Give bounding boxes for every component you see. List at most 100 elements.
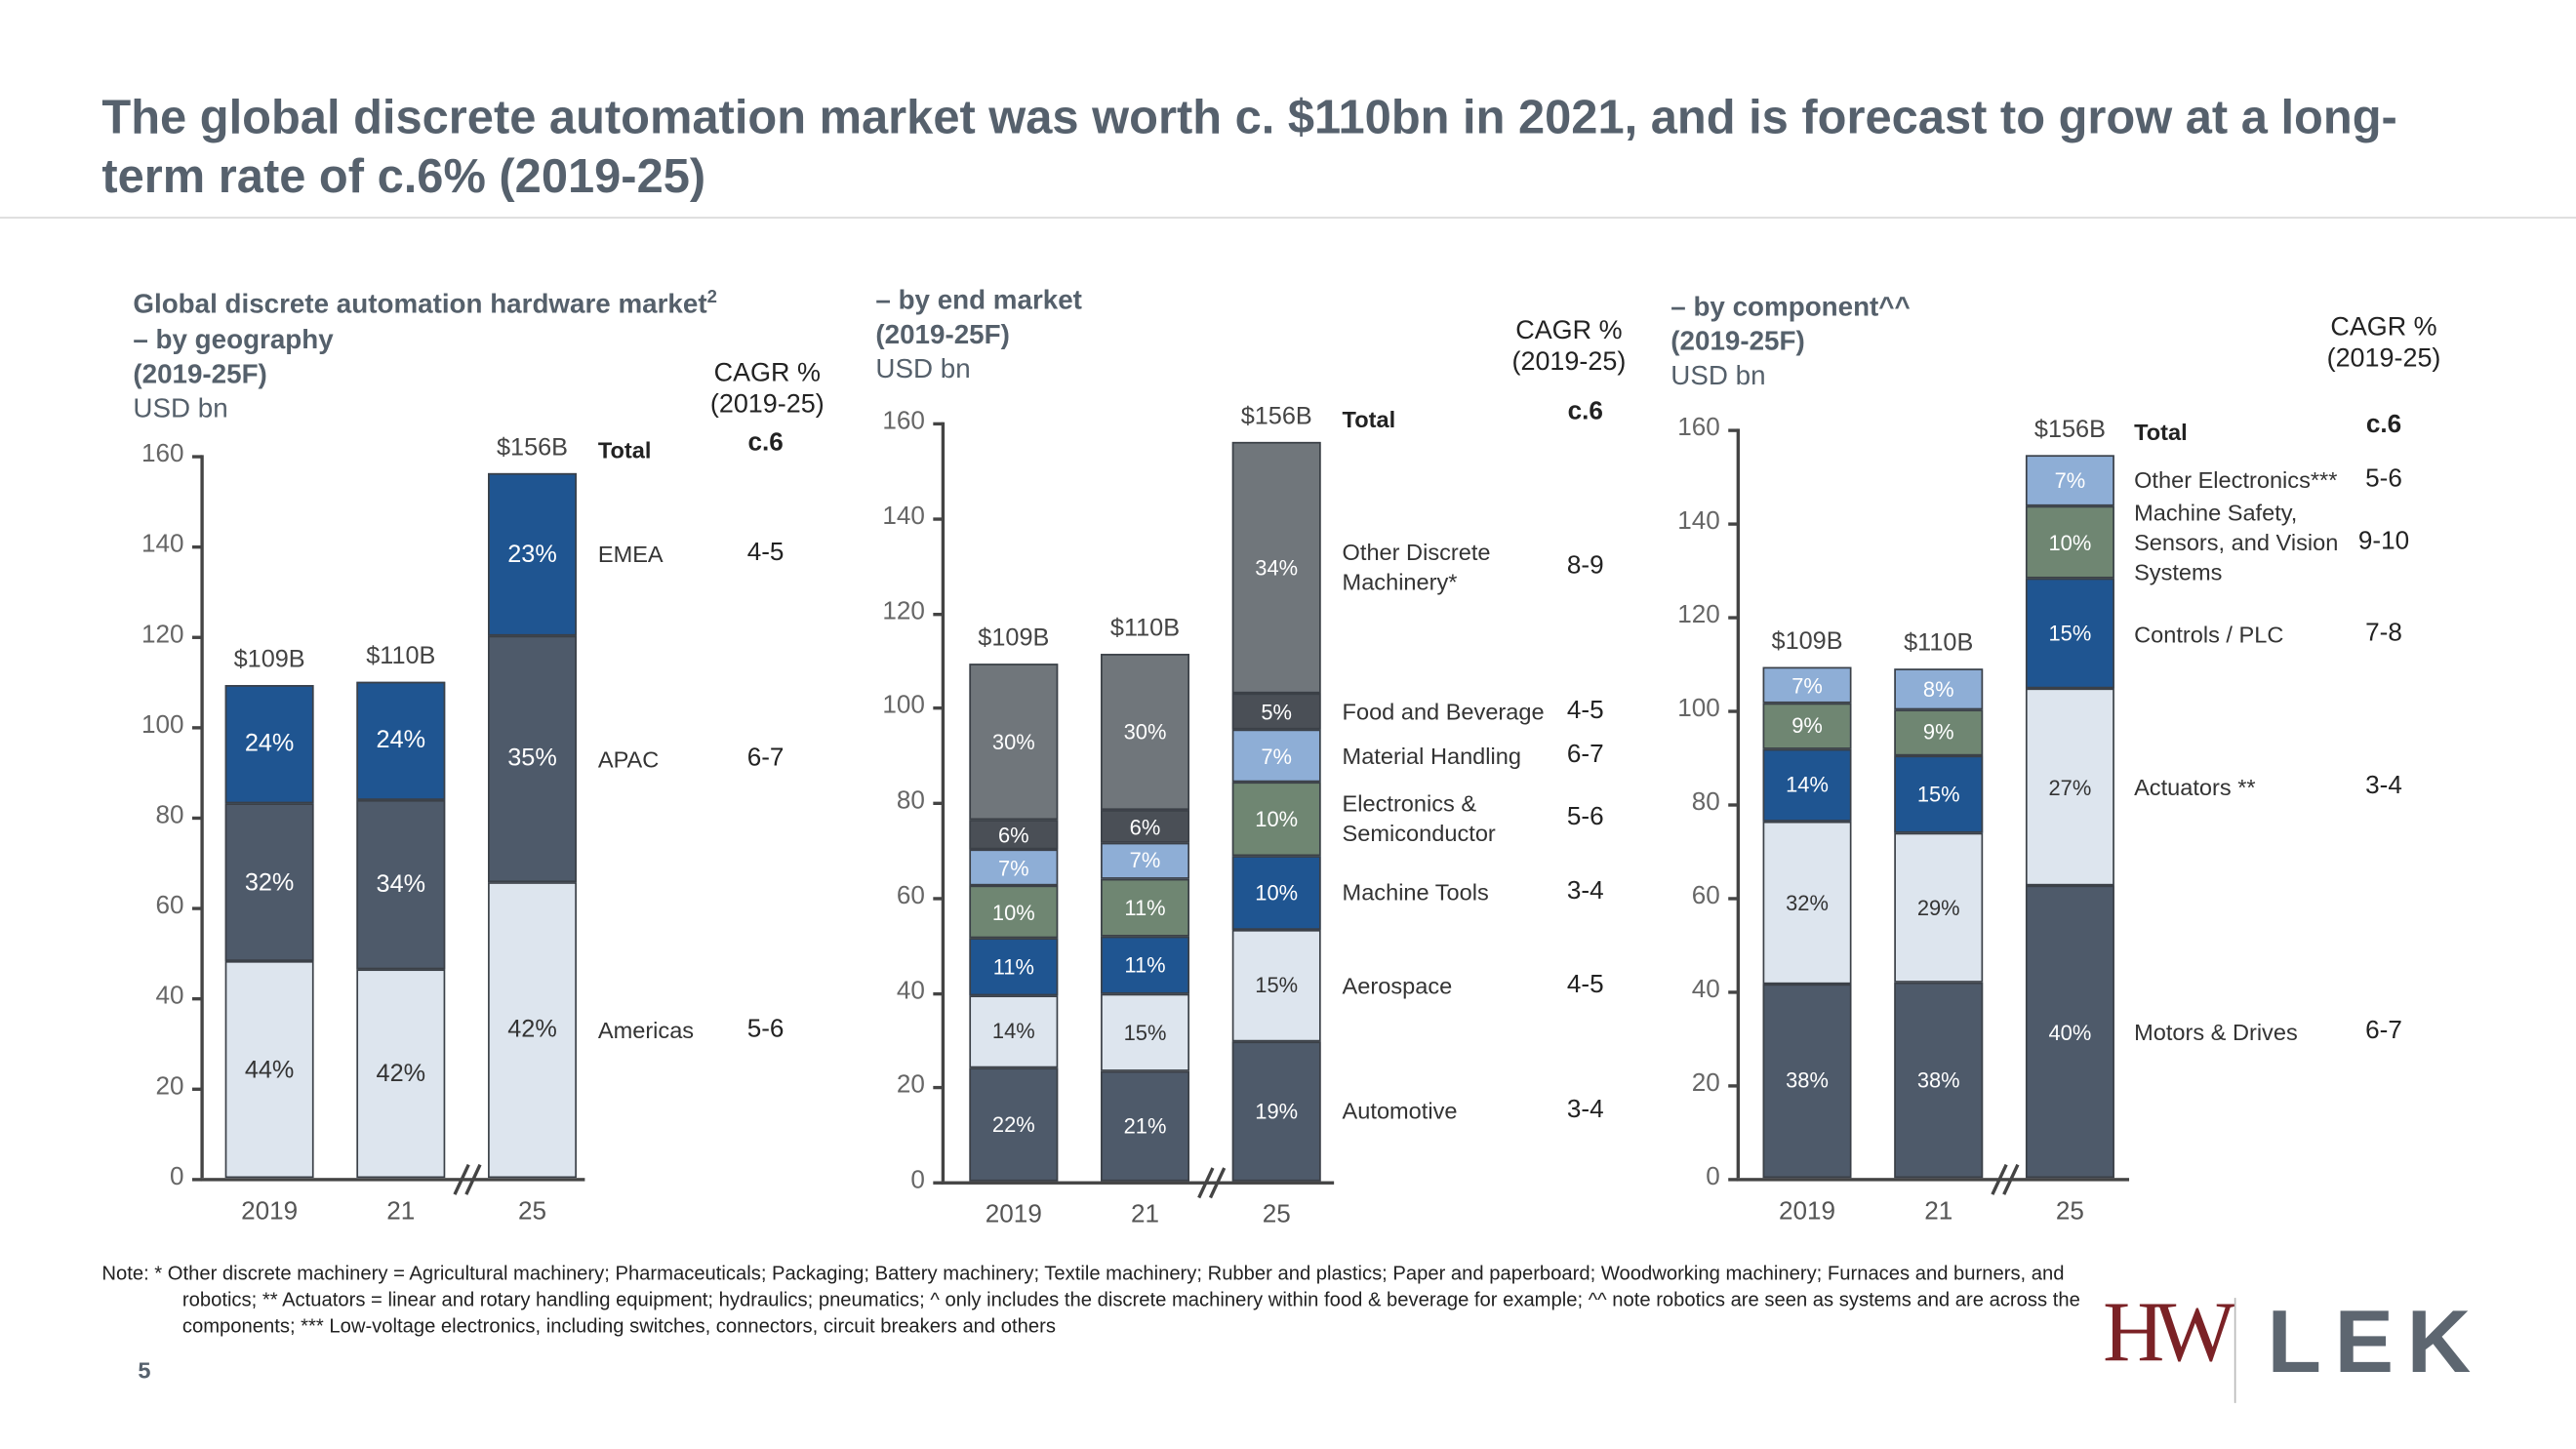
bar-segment: 8% xyxy=(1894,667,1984,709)
data-label: 34% xyxy=(1255,554,1299,581)
data-label: 9% xyxy=(1791,713,1823,739)
chart-header: Global discrete automation hardware mark… xyxy=(133,281,717,426)
cagr-value: 4-5 xyxy=(746,539,785,568)
y-tick-label: 120 xyxy=(141,621,184,650)
y-tick-mark xyxy=(933,801,944,805)
chart-period: (2019-25F) xyxy=(1670,327,1805,357)
data-label: 42% xyxy=(376,1059,426,1088)
y-tick-mark xyxy=(933,706,944,710)
y-tick-mark xyxy=(1728,1178,1739,1182)
bar-segment: 5% xyxy=(1231,693,1321,731)
bar-segment: 34% xyxy=(356,800,446,970)
y-axis xyxy=(1736,428,1741,1179)
y-tick-label: 80 xyxy=(896,786,925,816)
bar-segment: 30% xyxy=(1101,654,1189,811)
y-tick-mark xyxy=(933,1086,944,1090)
bar-segment: 29% xyxy=(1894,832,1984,983)
cagr-value: 4-5 xyxy=(1566,697,1604,725)
bar-segment: 42% xyxy=(488,881,577,1179)
total-label: $109B xyxy=(978,624,1050,653)
data-label: 15% xyxy=(1255,973,1299,998)
cagr-value: 8-9 xyxy=(1566,552,1604,581)
y-tick-label: 100 xyxy=(882,692,925,720)
data-label: 15% xyxy=(1916,782,1960,807)
y-tick-mark xyxy=(191,455,203,459)
legend-label: Americas xyxy=(597,1017,695,1044)
y-tick-mark xyxy=(1728,709,1739,713)
bar-segment: 10% xyxy=(1231,782,1321,857)
y-tick-label: 80 xyxy=(155,801,184,830)
data-label: 15% xyxy=(1123,1020,1167,1045)
data-label: 7% xyxy=(997,856,1029,881)
bar-segment: 24% xyxy=(224,685,314,804)
bar-segment: 32% xyxy=(1762,821,1852,985)
y-tick-label: 100 xyxy=(1677,695,1720,723)
legend-label: Other Electronics*** xyxy=(2134,466,2338,494)
data-label: 19% xyxy=(1255,1098,1299,1124)
data-label: 15% xyxy=(2048,621,2092,647)
y-tick-mark xyxy=(1728,522,1739,526)
data-label: 32% xyxy=(1786,890,1829,915)
bar-segment: 11% xyxy=(1101,936,1189,994)
total-name: Total xyxy=(2134,419,2188,446)
y-tick-mark xyxy=(933,612,944,616)
y-tick-label: 40 xyxy=(1691,976,1720,1004)
cagr-value: 3-4 xyxy=(1566,877,1604,906)
bar-segment: 34% xyxy=(1231,441,1321,694)
y-tick-mark xyxy=(191,906,203,910)
total-name: Total xyxy=(597,436,652,463)
chart-period: (2019-25F) xyxy=(133,358,267,389)
chart-title: Global discrete automation hardware mark… xyxy=(133,281,717,323)
x-tick-label: 2019 xyxy=(1778,1197,1836,1227)
total-label: $110B xyxy=(1109,615,1181,643)
x-axis xyxy=(941,1181,1335,1185)
data-label: 8% xyxy=(1922,676,1954,702)
chart-unit: USD bn xyxy=(133,393,228,423)
bar-segment: 7% xyxy=(969,850,1059,887)
y-tick-mark xyxy=(191,1178,203,1182)
cagr-header: CAGR % (2019-25) xyxy=(668,358,865,421)
cagr-header-line: CAGR % xyxy=(2330,313,2437,342)
total-label: $110B xyxy=(1904,628,1974,657)
bar-segment: 27% xyxy=(2025,688,2114,886)
data-label: 24% xyxy=(244,730,295,758)
bar-segment: 15% xyxy=(1231,929,1321,1041)
data-label: 29% xyxy=(1916,895,1960,920)
data-label: 14% xyxy=(991,1019,1035,1044)
legend-label: Electronics & Semiconductor xyxy=(1342,790,1496,847)
cagr-value: 5-6 xyxy=(1566,803,1604,832)
bar-segment: 6% xyxy=(1101,810,1189,842)
total-label: $109B xyxy=(1771,627,1843,657)
data-label: 7% xyxy=(2054,467,2086,494)
y-tick-label: 160 xyxy=(1677,414,1720,442)
logo-separator xyxy=(2234,1298,2236,1403)
y-tick-label: 20 xyxy=(155,1072,184,1102)
cagr-value: 3-4 xyxy=(1566,1096,1604,1125)
bar-segment: 15% xyxy=(1894,755,1984,833)
bar-segment: 9% xyxy=(1894,708,1984,756)
bar-segment: 7% xyxy=(2025,455,2114,506)
y-tick-label: 40 xyxy=(896,976,925,1005)
data-label: 7% xyxy=(1129,848,1161,873)
data-label: 35% xyxy=(507,745,557,773)
x-tick-label: 25 xyxy=(1262,1200,1291,1229)
chart-period: (2019-25F) xyxy=(875,320,1010,350)
y-tick-mark xyxy=(191,726,203,730)
y-tick-label: 60 xyxy=(1691,882,1720,910)
x-tick-label: 21 xyxy=(386,1197,416,1227)
x-axis xyxy=(1736,1178,2130,1182)
x-axis xyxy=(200,1178,585,1182)
y-tick-mark xyxy=(1728,897,1739,901)
data-label: 27% xyxy=(2048,775,2092,800)
y-tick-label: 140 xyxy=(1677,507,1720,536)
total-label: $110B xyxy=(366,641,436,670)
page-number: 5 xyxy=(138,1356,151,1384)
data-label: 11% xyxy=(1124,951,1166,978)
y-tick-label: 80 xyxy=(1691,788,1720,817)
y-tick-mark xyxy=(191,1087,203,1091)
x-tick-label: 25 xyxy=(2055,1197,2084,1227)
cagr-value: 6-7 xyxy=(1566,741,1604,770)
chart-subtitle: – by geography xyxy=(133,324,334,354)
total-cagr: c.6 xyxy=(1567,397,1603,425)
